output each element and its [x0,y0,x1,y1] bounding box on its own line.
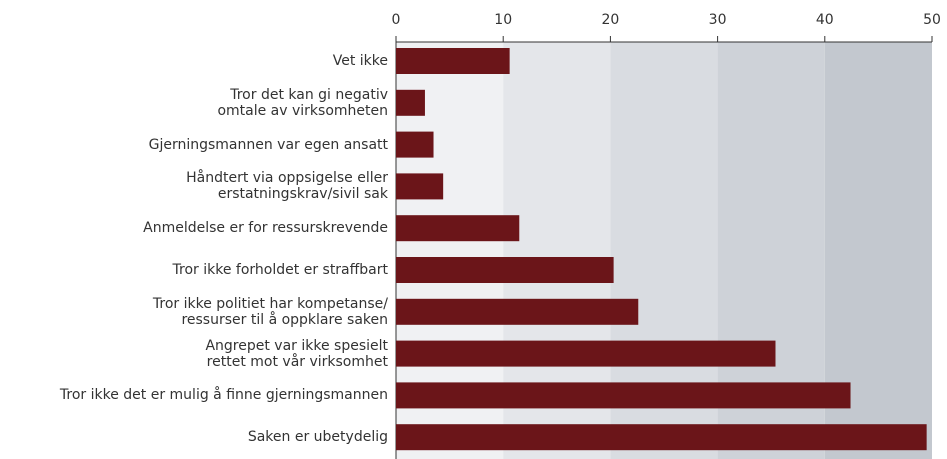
category-label: Tror ikke det er mulig å finne gjernings… [59,387,388,404]
x-tick-label: 0 [392,12,401,28]
bar [396,340,776,367]
category-label: Angrepet var ikke spesielt rettet mot vå… [205,337,388,370]
category-label: Anmeldelse er for ressurskrevende [143,220,388,237]
x-tick-label: 50 [923,12,941,28]
bar [396,424,927,451]
bar [396,48,510,74]
x-tick-label: 30 [709,12,727,28]
category-label: Håndtert via oppsigelse eller erstatning… [186,170,388,203]
category-label: Saken er ubetydelig [247,429,388,446]
bar [396,298,639,325]
x-tick-label: 10 [494,12,512,28]
category-label: Gjerningsmannen var egen ansatt [148,136,388,153]
category-label: Tror ikke forholdet er straffbart [172,262,388,278]
bar [396,131,434,158]
x-tick-label: 40 [816,12,834,28]
bar [396,173,444,200]
category-label: Tror ikke politiet har kompetanse/ ressu… [152,295,388,328]
x-tick-label: 20 [601,12,619,28]
bar [396,257,614,283]
bar [396,89,425,116]
category-label: Tror det kan gi negativ omtale av virkso… [217,86,388,119]
category-label: Vet ikke [332,53,388,69]
bar [396,215,520,242]
bar [396,382,851,409]
